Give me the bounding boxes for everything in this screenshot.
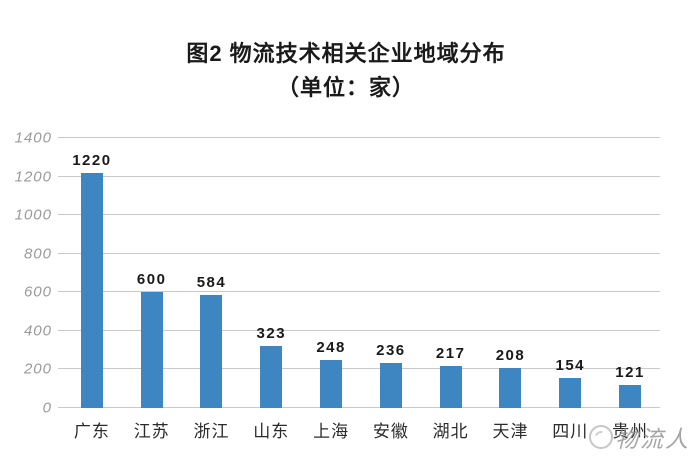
bar-value-label: 248 — [316, 339, 346, 357]
bar-slot: 217 — [421, 138, 481, 408]
bar-value-label: 236 — [376, 341, 406, 359]
watermark: 物流人 — [589, 420, 690, 454]
gridline — [58, 407, 660, 408]
x-axis-label: 湖北 — [432, 422, 469, 441]
bar-value-label: 208 — [495, 346, 526, 364]
bar-value-label: 323 — [256, 324, 287, 342]
x-axis-label: 江苏 — [133, 422, 170, 441]
x-axis-label: 四川 — [552, 422, 589, 441]
gridline — [58, 175, 660, 177]
x-axis-label: 山东 — [253, 422, 290, 441]
gridline — [58, 137, 660, 138]
bar-value-label: 121 — [615, 363, 645, 381]
gridline — [58, 329, 660, 331]
bar-slot: 154 — [540, 138, 600, 408]
bar — [499, 367, 522, 408]
y-axis-tick-label: 200 — [23, 360, 52, 378]
bar-slot: 600 — [122, 138, 182, 408]
y-axis-tick-label: 800 — [23, 245, 52, 263]
gridline — [58, 214, 660, 216]
gridline — [58, 291, 660, 293]
x-axis-label: 上海 — [313, 422, 350, 441]
x-axis-label: 安徽 — [372, 422, 409, 441]
bar-slot: 208 — [481, 138, 541, 408]
gridline — [58, 368, 660, 370]
y-axis-tick-label: 1200 — [14, 168, 52, 186]
bar — [140, 292, 163, 408]
bar — [200, 295, 223, 408]
bar-slot: 248 — [301, 138, 361, 408]
watermark-logo-icon — [589, 425, 613, 449]
bar — [260, 345, 283, 408]
bar-slot: 584 — [182, 138, 242, 408]
bar-value-label: 600 — [136, 271, 167, 289]
x-axis-label: 浙江 — [193, 422, 230, 441]
bar-value-label: 584 — [196, 274, 227, 292]
bar — [379, 362, 402, 408]
plot-area: 1220 600 584 323 248 236 217 208 154 121 — [58, 137, 660, 408]
bar-value-label: 154 — [555, 357, 586, 375]
gridline — [58, 252, 660, 254]
y-axis-tick-label: 0 — [42, 399, 52, 417]
bar-value-label: 217 — [435, 345, 466, 363]
watermark-text: 物流人 — [615, 427, 690, 453]
bar — [619, 384, 642, 408]
y-axis-tick-label: 1000 — [14, 206, 52, 224]
bar-slot: 323 — [241, 138, 301, 408]
bar-slot: 1220 — [62, 138, 122, 408]
gridlines-layer — [58, 137, 660, 408]
x-axis-label: 天津 — [492, 422, 529, 441]
bar-slot: 236 — [361, 138, 421, 408]
bar-value-label: 1220 — [72, 151, 112, 169]
y-axis-tick-label: 600 — [23, 283, 52, 301]
bar-slot: 121 — [600, 138, 660, 408]
y-axis-tick-label: 400 — [23, 322, 52, 340]
y-axis: 0 200 400 600 800 1000 1200 1400 — [0, 131, 52, 416]
bar — [320, 360, 343, 408]
y-axis-tick-label: 1400 — [14, 129, 52, 147]
bar — [80, 172, 103, 408]
bar — [439, 366, 462, 408]
chart-title: 图2 物流技术相关企业地域分布 — [186, 41, 506, 66]
x-axis: 广东 江苏 浙江 山东 上海 安徽 湖北 天津 四川 贵州 — [62, 417, 660, 442]
x-axis-label: 贵州 — [612, 422, 649, 441]
bar — [559, 378, 582, 408]
chart-subtitle: （单位：家） — [276, 75, 415, 100]
bars-layer: 1220 600 584 323 248 236 217 208 154 121 — [62, 138, 660, 408]
x-axis-label: 广东 — [73, 422, 110, 441]
